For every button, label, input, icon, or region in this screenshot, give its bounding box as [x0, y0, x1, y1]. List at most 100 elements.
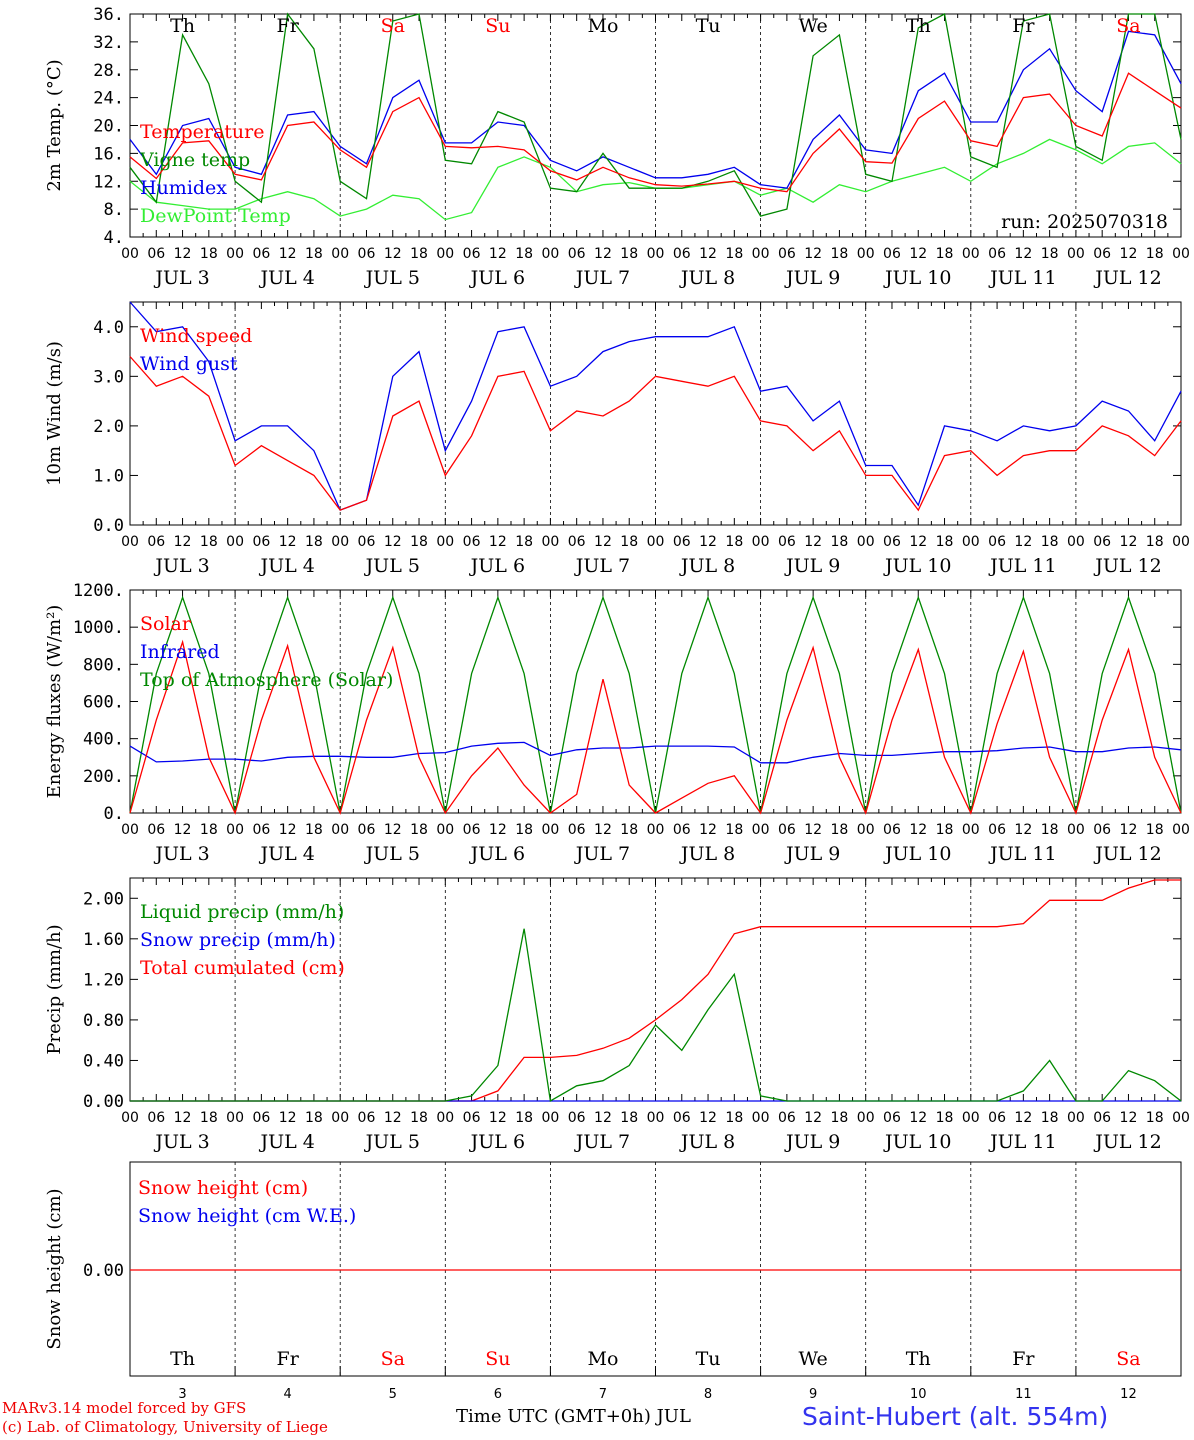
hour-label: 06 [358, 246, 376, 262]
hour-label: 12 [174, 246, 192, 262]
hour-label: 18 [200, 246, 218, 262]
station-label: Saint-Hubert (alt. 554m) [802, 1402, 1109, 1431]
hour-label: 18 [831, 1110, 849, 1126]
hour-label: 12 [1120, 246, 1138, 262]
hour-label: 12 [804, 822, 822, 838]
hour-label: 12 [909, 246, 927, 262]
hour-label: 06 [1093, 246, 1111, 262]
hour-label: 00 [1172, 246, 1190, 262]
date-label: JUL 11 [988, 267, 1056, 289]
hour-label: 12 [384, 246, 402, 262]
date-label: JUL 8 [679, 267, 735, 289]
hour-label: 06 [1093, 1110, 1111, 1126]
hour-label: 00 [436, 1110, 454, 1126]
time-axis-label: Time UTC (GMT+0h) JUL [456, 1406, 691, 1427]
y-tick-label: 0.40 [83, 1051, 124, 1071]
hour-label: 00 [226, 822, 244, 838]
weekday-label: Fr [1012, 1348, 1035, 1370]
hour-label: 00 [857, 246, 875, 262]
weekday-label: Fr [1012, 15, 1035, 37]
hour-label: 18 [200, 534, 218, 550]
series-wind-gust [129, 301, 1182, 511]
date-label: JUL 7 [574, 555, 630, 577]
date-label: JUL 3 [153, 843, 209, 865]
y-axis-label: Precip (mm/h) [44, 924, 65, 1054]
weekday-label: Th [170, 15, 195, 37]
y-tick-label: 4.0 [93, 318, 124, 338]
hour-label: 00 [962, 1110, 980, 1126]
hour-label: 12 [279, 246, 297, 262]
hour-label: 06 [568, 1110, 586, 1126]
date-label: JUL 6 [469, 843, 525, 865]
date-label: JUL 11 [988, 555, 1056, 577]
hour-label: 12 [699, 1110, 717, 1126]
y-tick-label: 0.00 [83, 1261, 124, 1281]
date-label: JUL 4 [258, 267, 314, 289]
hour-label: 00 [962, 822, 980, 838]
y-tick-label: 20. [93, 117, 124, 137]
hour-label: 18 [831, 822, 849, 838]
hour-label: 00 [226, 534, 244, 550]
day-number: 3 [178, 1387, 186, 1402]
hour-label: 12 [384, 822, 402, 838]
date-label: JUL 3 [153, 555, 209, 577]
hour-label: 06 [463, 246, 481, 262]
hour-label: 06 [673, 822, 691, 838]
y-tick-label: 1.20 [83, 970, 124, 990]
date-label: JUL 7 [574, 267, 630, 289]
hour-label: 18 [620, 246, 638, 262]
hour-label: 00 [331, 534, 349, 550]
hour-label: 12 [594, 822, 612, 838]
hour-label: 18 [305, 246, 323, 262]
hour-label: 00 [436, 246, 454, 262]
hour-label: 12 [804, 1110, 822, 1126]
hour-label: 00 [226, 1110, 244, 1126]
hour-label: 06 [463, 822, 481, 838]
hour-label: 18 [1041, 246, 1059, 262]
panel-1 [129, 12, 1182, 238]
day-number: 8 [704, 1387, 712, 1402]
legend-entry: Liquid precip (mm/h) [140, 901, 344, 923]
date-label: JUL 5 [364, 555, 420, 577]
hour-label: 06 [252, 1110, 270, 1126]
day-number: 6 [494, 1387, 502, 1402]
y-tick-label: 16. [93, 144, 124, 164]
hour-label: 06 [252, 246, 270, 262]
hour-label: 12 [489, 822, 507, 838]
hour-label: 18 [410, 246, 428, 262]
weekday-label: Mo [587, 15, 618, 37]
hour-label: 06 [778, 822, 796, 838]
date-label: JUL 5 [364, 1131, 420, 1153]
hour-label: 00 [962, 534, 980, 550]
hour-label: 00 [541, 822, 559, 838]
hour-label: 18 [410, 822, 428, 838]
hour-label: 06 [673, 534, 691, 550]
legend-entry: Snow height (cm W.E.) [138, 1205, 356, 1227]
date-label: JUL 10 [883, 843, 951, 865]
hour-label: 18 [200, 1110, 218, 1126]
hour-label: 12 [174, 534, 192, 550]
hour-label: 18 [515, 246, 533, 262]
hour-label: 00 [752, 1110, 770, 1126]
legend-entry: Snow precip (mm/h) [140, 929, 336, 951]
hour-label: 18 [831, 534, 849, 550]
hour-label: 00 [1067, 246, 1085, 262]
hour-label: 18 [831, 246, 849, 262]
footer-credit: MARv3.14 model forced by GFS (c) Lab. of… [2, 1399, 328, 1437]
hour-label: 06 [147, 246, 165, 262]
hour-label: 06 [252, 534, 270, 550]
y-tick-label: 12. [93, 172, 124, 192]
hour-label: 00 [1067, 1110, 1085, 1126]
day-number: 7 [599, 1387, 607, 1402]
date-label: JUL 6 [469, 1131, 525, 1153]
y-tick-label: 0.00 [83, 1092, 124, 1112]
hour-label: 18 [410, 534, 428, 550]
hour-label: 00 [857, 822, 875, 838]
y-tick-label: 32. [93, 33, 124, 53]
hour-label: 12 [279, 822, 297, 838]
hour-label: 06 [988, 534, 1006, 550]
legend-entry: Infrared [140, 641, 220, 663]
panel-4 [129, 877, 1182, 1103]
hour-label: 06 [358, 534, 376, 550]
